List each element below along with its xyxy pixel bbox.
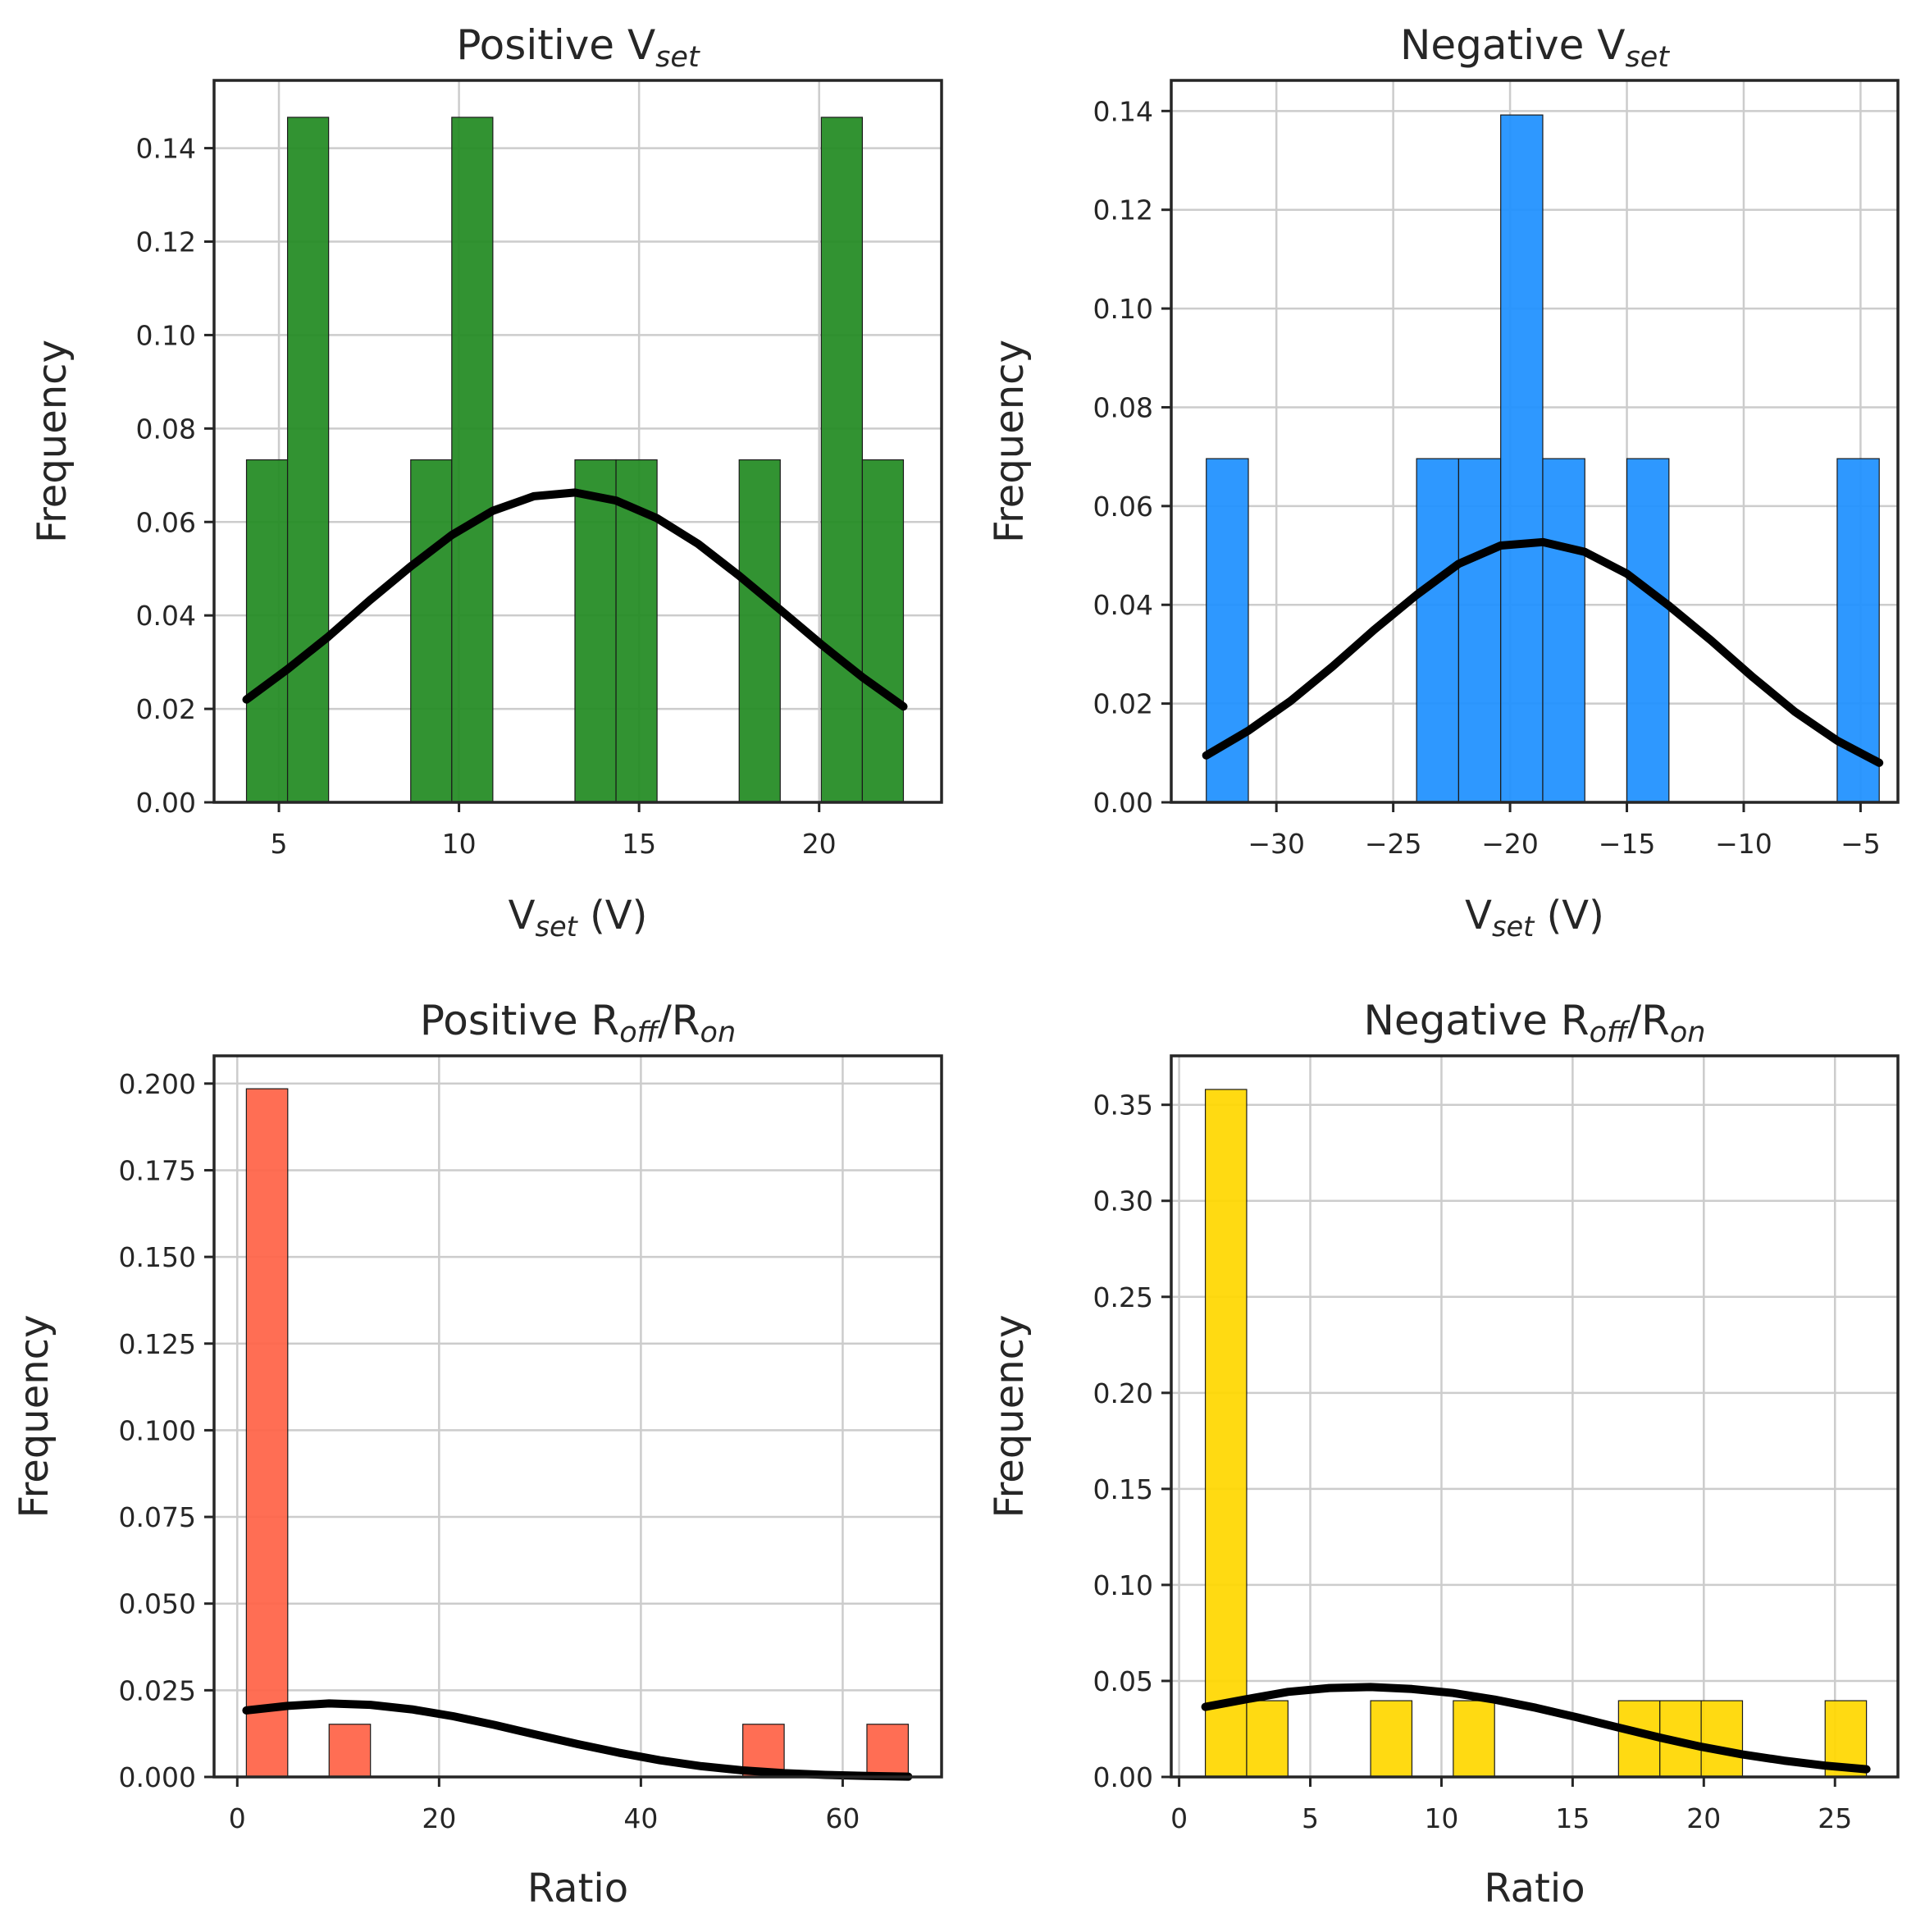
histogram-bar (1700, 1700, 1744, 1778)
y-tick-label: 0.050 (119, 1588, 196, 1620)
x-tick-label: 10 (1424, 1802, 1458, 1834)
histogram-bar (738, 459, 781, 803)
x-tick-label: 5 (271, 828, 288, 860)
y-tick-label: 0.30 (1093, 1185, 1153, 1217)
chart-title: Negative Vset (1400, 21, 1670, 74)
axes-frame (1170, 1054, 1900, 1779)
histogram-bar (866, 1724, 910, 1778)
histogram-bar (245, 1088, 289, 1778)
x-axis-label: Vset (V) (509, 893, 648, 943)
x-tick-label: −15 (1599, 828, 1656, 860)
y-tick-label: 0.02 (1093, 688, 1153, 720)
axes-frame (212, 1054, 943, 1779)
x-tick-label: 60 (825, 1802, 860, 1834)
chart-title: Positive Roff/Ron (420, 997, 736, 1049)
kde-line (1202, 537, 1884, 767)
x-tick-label: 5 (1302, 1802, 1319, 1834)
histogram-bar (1416, 458, 1460, 803)
histogram-bar (1246, 1700, 1289, 1778)
y-tick-label: 0.25 (1093, 1281, 1153, 1313)
y-tick-label: 0.10 (1093, 293, 1153, 325)
y-tick-label: 0.200 (119, 1068, 196, 1100)
x-tick-label: 20 (1686, 1802, 1721, 1834)
y-axis-label: Frequency (30, 340, 75, 543)
y-tick-label: 0.04 (136, 600, 196, 632)
histogram-bar (1453, 1700, 1495, 1778)
y-tick-label: 0.08 (1093, 391, 1153, 423)
chart-panel-3: 0 20 40 60 0.000 0.025 0.050 0.075 0.100 0.125 0.1… (11, 997, 943, 1911)
y-tick-label: 0.025 (119, 1674, 196, 1706)
kde-line (242, 488, 908, 711)
x-tick-label: 0 (1170, 1802, 1188, 1834)
x-tick-label: −10 (1715, 828, 1772, 860)
y-axis-label: Frequency (987, 340, 1033, 543)
y-tick-label: 0.00 (1093, 787, 1153, 819)
y-tick-label: 0.14 (1093, 95, 1153, 127)
chart-title: Positive Vset (456, 21, 700, 74)
y-tick-label: 0.10 (136, 319, 196, 351)
axes-frame (1170, 79, 1900, 804)
histogram-bar (245, 459, 289, 803)
x-tick-label: −30 (1248, 828, 1305, 860)
x-tick-label: −5 (1841, 828, 1881, 860)
y-tick-label: 0.175 (119, 1154, 196, 1186)
histogram-bar (328, 1724, 372, 1778)
axes-frame (212, 79, 943, 804)
y-tick-label: 0.000 (119, 1761, 196, 1793)
x-tick-label: −25 (1365, 828, 1422, 860)
y-tick-label: 0.05 (1093, 1665, 1153, 1697)
x-tick-label: 10 (442, 828, 477, 860)
y-tick-label: 0.04 (1093, 589, 1153, 621)
chart-title: Negative Roff/Ron (1364, 997, 1706, 1049)
x-tick-label: 15 (1555, 1802, 1590, 1834)
y-tick-label: 0.15 (1093, 1473, 1153, 1505)
y-tick-label: 0.08 (136, 413, 196, 445)
x-tick-label: 15 (622, 828, 656, 860)
y-tick-label: 0.20 (1093, 1377, 1153, 1409)
histogram-bar (451, 116, 494, 803)
histogram-bar (1370, 1700, 1413, 1778)
y-tick-label: 0.12 (1093, 194, 1153, 226)
y-tick-label: 0.150 (119, 1241, 196, 1273)
y-tick-label: 0.02 (136, 693, 196, 725)
x-tick-label: 20 (802, 828, 837, 860)
y-tick-label: 0.35 (1093, 1089, 1153, 1121)
chart-panel-4: 0 5 10 15 20 25 0.00 0.05 0.10 0.15 0.20 0.25 0.30 0.… (987, 997, 1900, 1911)
y-tick-label: 0.12 (136, 226, 196, 258)
y-axis-label: Frequency (11, 1315, 57, 1519)
y-tick-label: 0.075 (119, 1501, 196, 1533)
y-tick-label: 0.125 (119, 1328, 196, 1360)
histogram-bar (1457, 458, 1502, 803)
x-axis-label: Ratio (527, 1866, 628, 1911)
y-tick-label: 0.10 (1093, 1569, 1153, 1601)
histogram-bar (820, 116, 863, 803)
histogram-bar (286, 116, 330, 803)
x-tick-label: 40 (623, 1802, 658, 1834)
y-tick-label: 0.100 (119, 1414, 196, 1446)
histogram-bar (574, 459, 617, 803)
histogram-bar (1204, 1089, 1248, 1778)
x-axis-label: Vset (V) (1465, 893, 1604, 943)
x-axis-label: Ratio (1484, 1866, 1585, 1911)
y-tick-label: 0.06 (1093, 491, 1153, 523)
x-tick-label: 25 (1818, 1802, 1852, 1834)
histogram-bar (1542, 458, 1585, 803)
histogram-bar (1500, 114, 1544, 803)
x-tick-label: 0 (229, 1802, 246, 1834)
y-tick-label: 0.14 (136, 133, 196, 165)
y-axis-label: Frequency (987, 1315, 1033, 1519)
histogram-bar (1626, 458, 1670, 803)
y-tick-label: 0.00 (136, 787, 196, 819)
kde-line (1201, 1683, 1871, 1774)
chart-panel-2: −30 −25 −20 −15 −10 −5 0.00 0.02 0.04 0.06 0.08 0.1… (987, 21, 1900, 943)
kde-line (242, 1699, 913, 1781)
histogram-bar (861, 459, 905, 803)
x-tick-label: −20 (1481, 828, 1539, 860)
histogram-bar (410, 459, 453, 803)
chart-panel-1: 5 10 15 20 0.00 0.02 0.04 0.06 0.08 0.10 0.12 0.14 P… (30, 21, 943, 943)
y-tick-label: 0.06 (136, 506, 196, 538)
x-tick-label: 20 (422, 1802, 456, 1834)
y-tick-label: 0.00 (1093, 1761, 1153, 1793)
